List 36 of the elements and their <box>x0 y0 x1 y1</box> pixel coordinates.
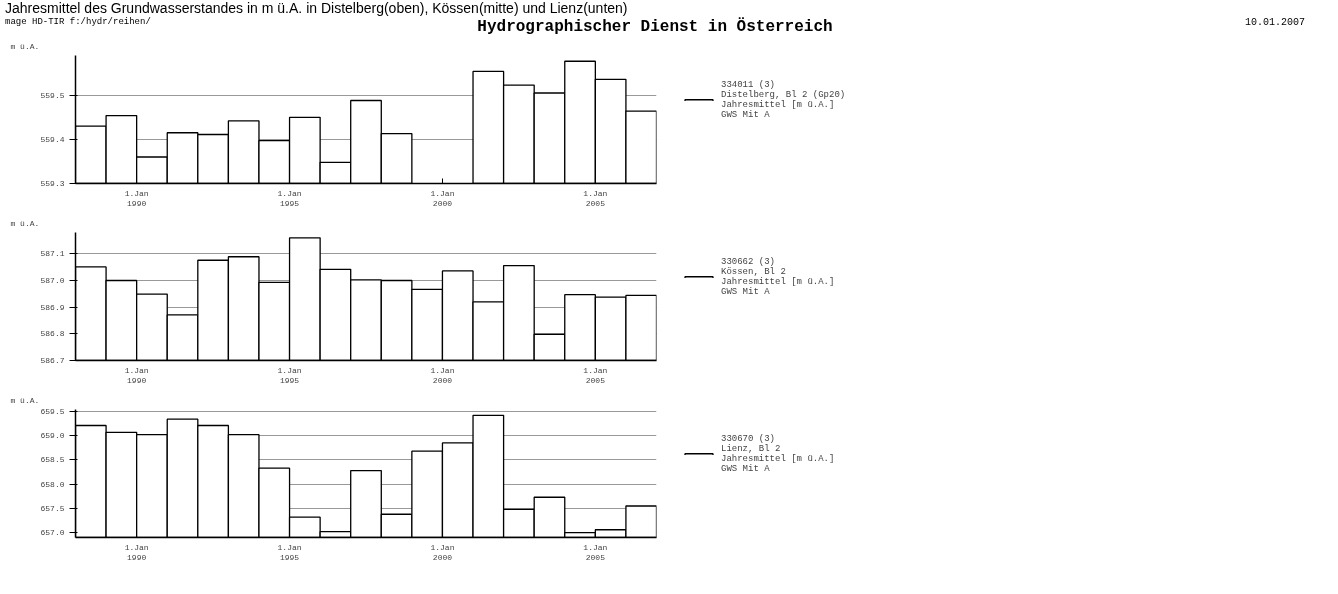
x-tick-label: 1.Jan 2005 <box>583 542 608 563</box>
x-tick-label: 1.Jan 1995 <box>277 542 302 563</box>
y-tick-label: 587.0 <box>40 276 65 285</box>
y-tick-label: 657.0 <box>40 528 65 538</box>
legend-label: 334011 (3) Distelberg, Bl 2 (Gp20) Jahresmittel [m ü.A.] GWS Mit A <box>721 80 846 120</box>
x-tick-label: 1.Jan 2000 <box>430 365 455 386</box>
y-tick-label: 587.1 <box>40 249 65 259</box>
y-tick-label: 658.5 <box>40 455 65 465</box>
y-tick-label: 659.5 <box>40 406 65 416</box>
y-tick-label: 659.0 <box>40 431 65 441</box>
y-tick-label: 559.4 <box>40 134 65 144</box>
x-tick-label: 1.Jan 1995 <box>277 188 302 209</box>
y-tick-label: 586.7 <box>40 356 65 365</box>
y-axis-title: m ü.A. <box>10 218 40 228</box>
y-axis-title: m ü.A. <box>10 41 40 51</box>
y-tick-label: 559.3 <box>40 179 65 188</box>
legend-label: 330670 (3) Lienz, Bl 2 Jahresmittel [m ü.A.] GWS Mit A <box>721 434 835 474</box>
x-tick-label: 1.Jan 1990 <box>124 542 149 563</box>
y-tick-label: 586.8 <box>40 329 65 339</box>
chart-title: Jahresmittel des Grundwasserstandes in m ü.A. in Distelberg(oben), Kössen(mitte) und Lienz(unten) <box>5 0 628 16</box>
x-tick-label: 1.Jan 1995 <box>277 365 302 386</box>
y-tick-label: 658.0 <box>40 479 65 489</box>
y-axis-title: m ü.A. <box>10 395 40 405</box>
x-tick-label: 1.Jan 2005 <box>583 188 608 209</box>
y-tick-label: 586.9 <box>40 302 65 312</box>
chart-subtitle: Hydrographischer Dienst in Österreich <box>477 16 833 38</box>
x-tick-label: 1.Jan 2005 <box>583 365 608 386</box>
y-tick-label: 559.5 <box>40 90 65 100</box>
text: 10.01.2007 <box>1244 16 1305 30</box>
x-tick-label: 1.Jan 1990 <box>124 365 149 386</box>
legend-label: 330662 (3) Kössen, Bl 2 Jahresmittel [m ü.A.] GWS Mit A <box>721 257 835 297</box>
y-tick-label: 657.5 <box>40 503 65 513</box>
text: mage HD-TIR f:/hydr/reihen/ <box>5 16 151 29</box>
x-tick-label: 1.Jan 2000 <box>430 188 455 209</box>
x-tick-label: 1.Jan 1990 <box>124 188 149 209</box>
x-tick-label: 1.Jan 2000 <box>430 542 455 563</box>
